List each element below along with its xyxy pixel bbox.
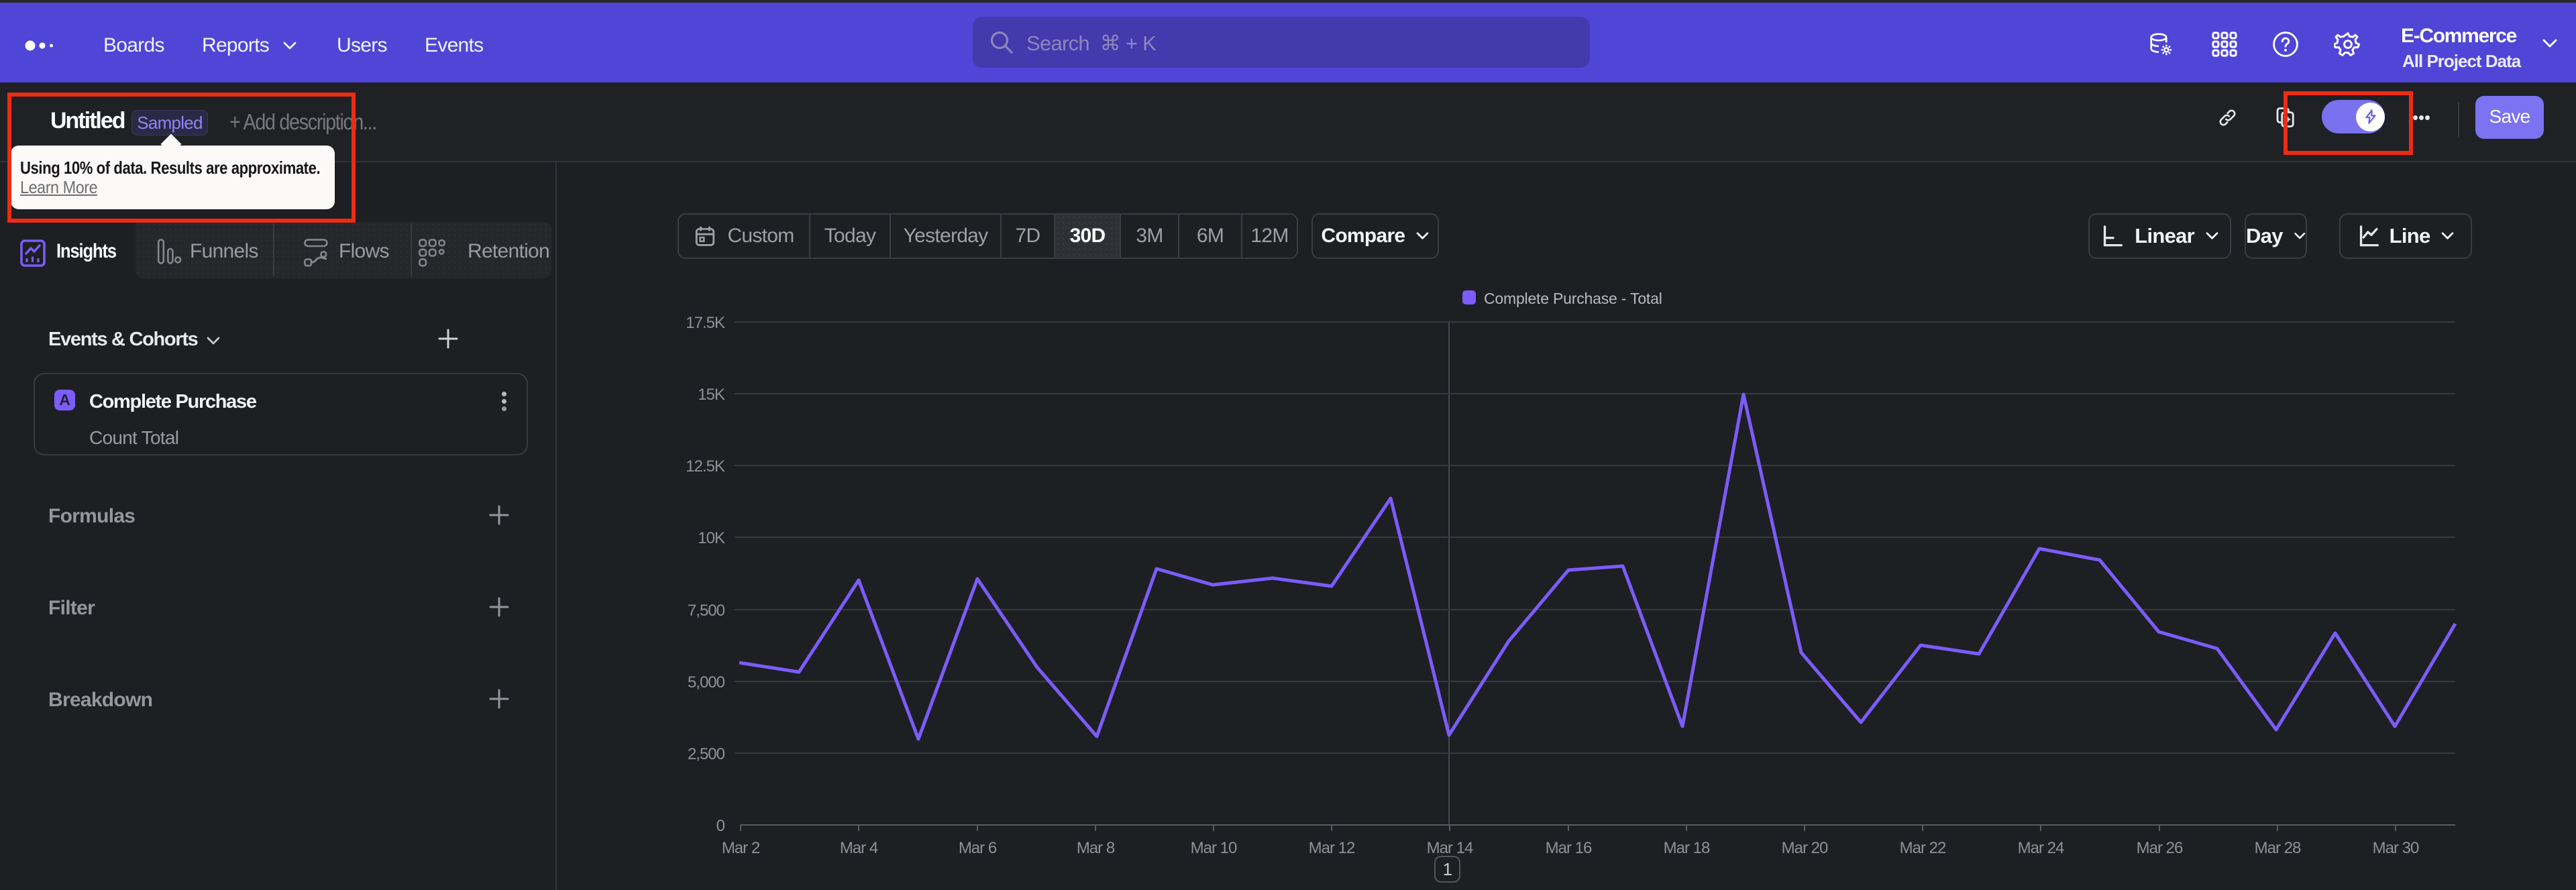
svg-text:Mar 8: Mar 8	[1077, 839, 1115, 857]
svg-text:Mar 26: Mar 26	[2137, 839, 2183, 857]
svg-text:0: 0	[716, 817, 725, 835]
svg-text:Mar 22: Mar 22	[1900, 839, 1946, 857]
svg-text:Mar 20: Mar 20	[1782, 839, 1828, 857]
svg-text:Mar 4: Mar 4	[840, 839, 878, 857]
svg-text:2,500: 2,500	[688, 745, 725, 763]
svg-text:Mar 16: Mar 16	[1546, 839, 1592, 857]
svg-text:15K: 15K	[698, 386, 725, 404]
svg-text:5,000: 5,000	[688, 673, 725, 691]
svg-text:Complete Purchase - Total: Complete Purchase - Total	[1484, 290, 1662, 307]
svg-text:Mar 12: Mar 12	[1309, 839, 1355, 857]
svg-text:Mar 10: Mar 10	[1191, 839, 1237, 857]
svg-text:Mar 6: Mar 6	[959, 839, 997, 857]
svg-text:Mar 14: Mar 14	[1427, 839, 1473, 857]
svg-text:7,500: 7,500	[688, 602, 725, 620]
svg-text:Mar 24: Mar 24	[2018, 839, 2064, 857]
svg-text:Mar 28: Mar 28	[2255, 839, 2301, 857]
svg-text:10K: 10K	[698, 529, 725, 547]
svg-text:Mar 18: Mar 18	[1664, 839, 1710, 857]
svg-text:Mar 30: Mar 30	[2373, 839, 2419, 857]
svg-text:12.5K: 12.5K	[686, 457, 725, 476]
svg-text:17.5K: 17.5K	[686, 314, 725, 332]
svg-text:Mar 2: Mar 2	[722, 839, 760, 857]
